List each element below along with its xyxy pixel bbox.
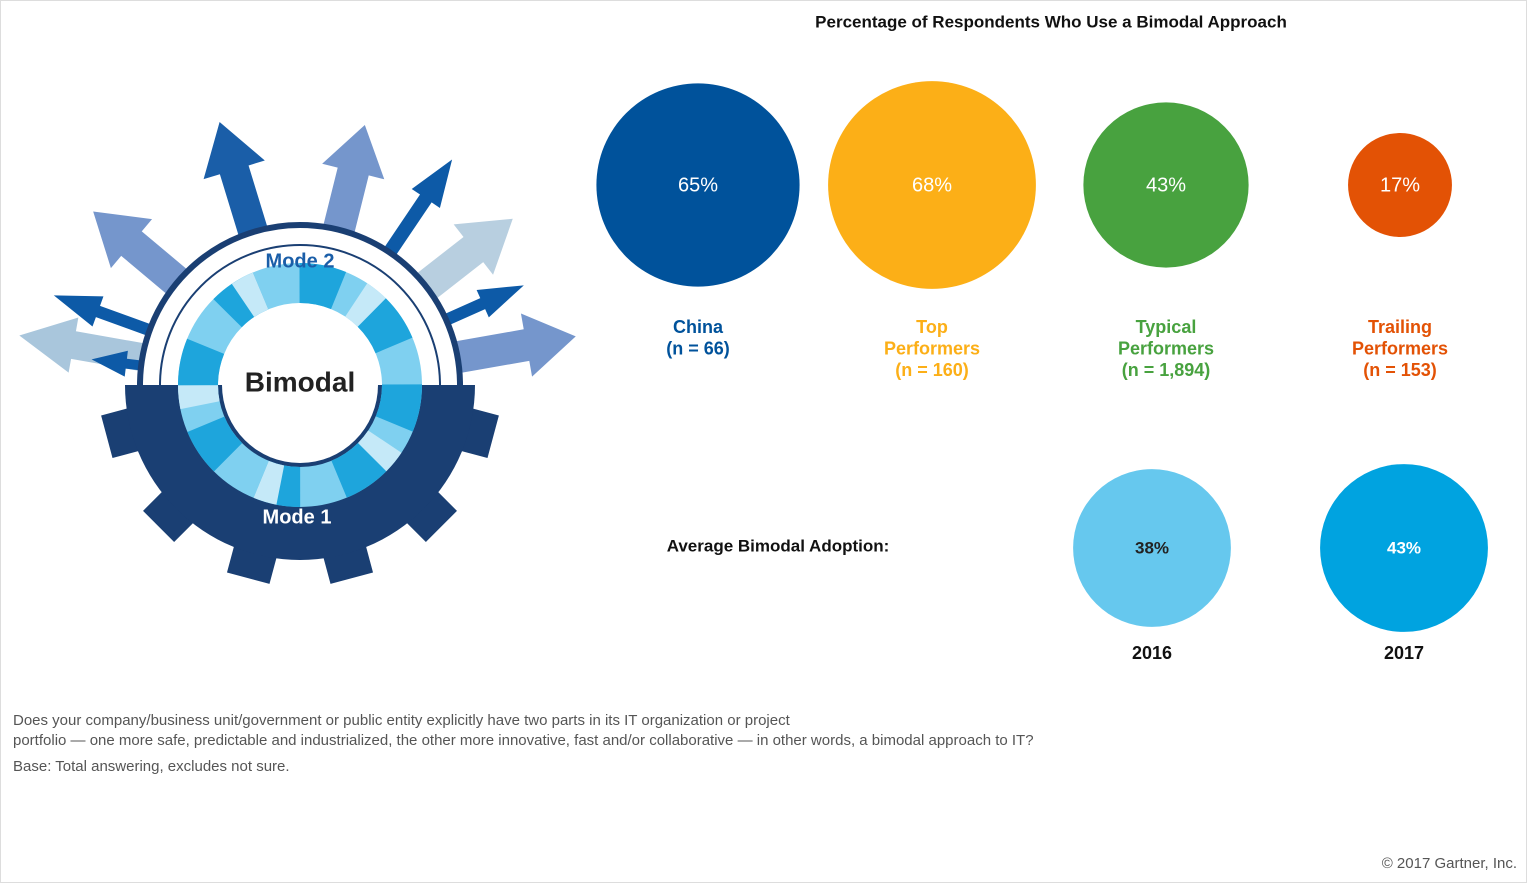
bubble [1083,102,1249,268]
value-label: 17% [1380,174,1420,196]
category-label: China [673,317,724,337]
mode-2-label: Mode 2 [266,250,335,272]
ring-segments [178,263,422,507]
bimodal-illustration: Bimodal Mode 2 Mode 1 [19,122,576,584]
value-label: 68% [912,174,952,196]
gear-top-inner [159,244,441,386]
bubble [1348,133,1452,237]
value-label: 65% [678,174,718,196]
category-label: (n = 160) [895,360,969,380]
chart-title: Average Bimodal Adoption: [667,536,890,555]
question: Does your company/business unit/governme… [13,712,791,729]
value-label: 43% [1387,538,1421,557]
chart-title: Percentage of Respondents Who Use a Bimo… [815,12,1287,31]
bubble [596,83,800,287]
bubble [828,81,1036,289]
base-note: Base: Total answering, excludes not sure… [13,758,290,775]
ring-segments [178,263,422,507]
category-label: (n = 66) [666,338,730,358]
category-label: Performers [1352,338,1448,358]
center-label: Bimodal [245,366,355,397]
value-label: 38% [1135,538,1169,557]
mode-1-label: Mode 1 [263,506,332,528]
hub [222,307,378,463]
value-label: 43% [1146,174,1186,196]
category-label: 2017 [1384,643,1424,663]
category-label: Performers [884,338,980,358]
category-label: (n = 1,894) [1122,360,1211,380]
category-label: Typical [1136,317,1197,337]
category-label: Trailing [1368,317,1432,337]
bubble [1320,464,1488,632]
copyright: © 2017 Gartner, Inc. [1382,855,1517,872]
question: portfolio — one more safe, predictable a… [13,732,1034,749]
category-label: 2016 [1132,643,1172,663]
category-label: Top [916,317,948,337]
category-label: Performers [1118,338,1214,358]
bubble [1073,469,1231,627]
category-label: (n = 153) [1363,360,1437,380]
